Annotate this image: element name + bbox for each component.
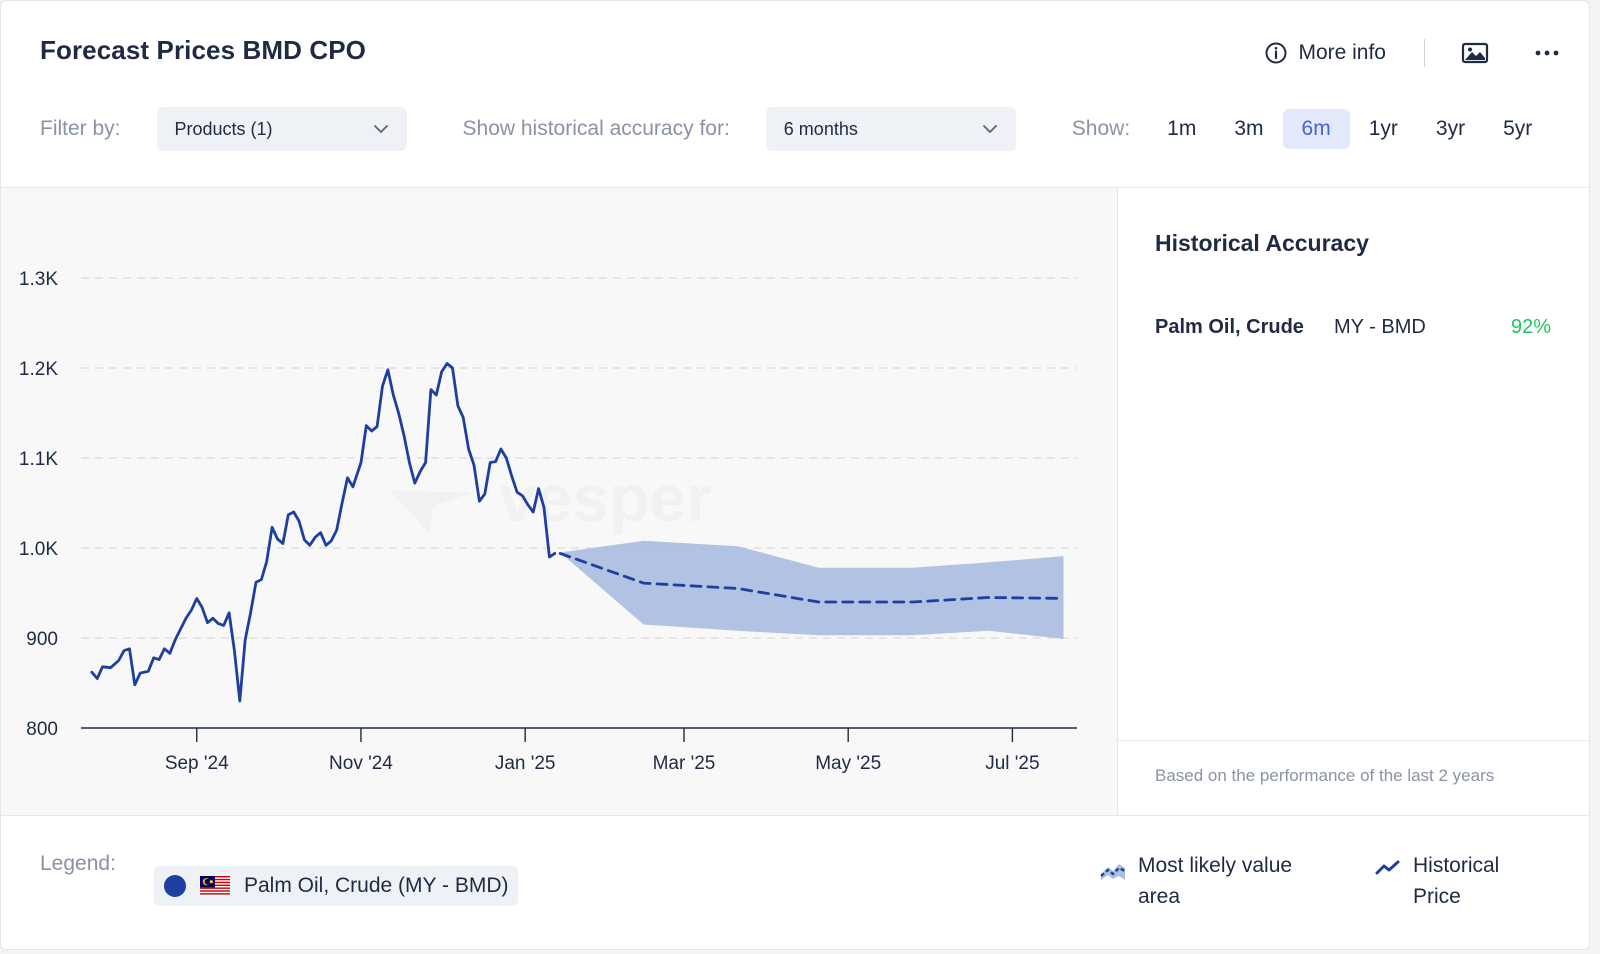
products-dropdown[interactable]: Products (1) (156, 107, 407, 151)
y-tick-label: 900 (26, 629, 58, 650)
area-chart-icon (1100, 864, 1126, 880)
panel-title: Historical Accuracy (1155, 230, 1369, 256)
legend-series-label: Palm Oil, Crude (MY - BMD) (244, 874, 509, 897)
y-tick-label: 800 (26, 719, 58, 740)
range-button-5yr[interactable]: 5yr (1503, 117, 1533, 140)
legend-label: Legend: (40, 852, 116, 875)
accuracy-row: Palm Oil, Crude MY - BMD 92% (1155, 316, 1551, 339)
page-title: Forecast Prices BMD CPO (40, 35, 366, 65)
y-tick-label: 1.0K (19, 539, 58, 560)
x-tick-label: Jul '25 (985, 753, 1039, 774)
chart-area: vesper 800 900 1.0K 1.1K 1.2K 1.3K Sep '24 Nov … (1, 188, 1117, 815)
products-dropdown-value: Products (1) (174, 118, 273, 139)
y-tick-label: 1.1K (19, 449, 58, 470)
header-divider (1424, 39, 1425, 67)
x-tick-label: May '25 (815, 753, 881, 774)
legend-series-chip[interactable]: Palm Oil, Crude (MY - BMD) (154, 866, 519, 906)
historical-accuracy-panel: Historical Accuracy Palm Oil, Crude MY -… (1117, 188, 1589, 815)
historical-period-value: 6 months (783, 118, 858, 139)
accuracy-product: Palm Oil, Crude (1155, 316, 1304, 338)
range-button-3yr[interactable]: 3yr (1435, 117, 1466, 140)
x-tick-label: Sep '24 (165, 753, 229, 774)
image-icon (1461, 42, 1489, 64)
y-tick-label: 1.2K (19, 359, 58, 380)
legend-footer: Legend: Palm Oil, Crude (MY - BMD) (1, 815, 1589, 949)
more-info-button[interactable]: More info (1264, 41, 1386, 65)
info-icon (1265, 42, 1287, 64)
show-label: Show: (1071, 117, 1131, 140)
chevron-down-icon (982, 125, 997, 133)
historical-period-dropdown[interactable]: 6 months (765, 107, 1016, 151)
more-options-button[interactable] (1535, 49, 1559, 57)
chevron-down-icon (373, 125, 388, 133)
watermark-logo (389, 490, 471, 533)
price-chart: vesper 800 900 1.0K 1.1K 1.2K 1.3K Sep '24 Nov … (19, 269, 1077, 774)
forecast-line (558, 551, 1065, 604)
watermark-text: vesper (499, 461, 712, 535)
series-color-dot (164, 875, 186, 897)
panel-note: Based on the performance of the last 2 y… (1155, 766, 1495, 785)
range-button-3m[interactable]: 3m (1234, 117, 1264, 140)
legend-key-historical-line1: Historical (1413, 854, 1500, 877)
x-tick-label: Nov '24 (329, 753, 393, 774)
header-actions: More info (1264, 35, 1559, 71)
card-header: Forecast Prices BMD CPO More info (1, 1, 1589, 188)
accuracy-market: MY - BMD (1333, 316, 1426, 338)
x-tick-label: Jan '25 (495, 753, 556, 774)
download-image-button[interactable] (1461, 41, 1489, 65)
legend-key-forecast-area: Most likely value area (1100, 850, 1292, 912)
range-button-6m[interactable]: 6m (1282, 109, 1350, 149)
legend-key-historical-text: Historical Price (1413, 850, 1499, 912)
malaysia-flag-icon (200, 876, 230, 896)
historical-price-line (90, 362, 557, 703)
forecast-band-area (560, 540, 1064, 639)
legend-key-historical-line2: Price (1413, 885, 1461, 908)
accuracy-value: 92% (1510, 316, 1551, 338)
x-tick-label: Mar '25 (653, 753, 716, 774)
line-chart-icon (1375, 860, 1400, 875)
range-selector: 1m 3m 6m 1yr 3yr 5yr (1148, 109, 1551, 149)
more-info-label: More info (1298, 41, 1386, 64)
filter-by-label: Filter by: (40, 117, 121, 140)
legend-key-forecast-line2: area (1138, 885, 1181, 908)
panel-divider (1118, 740, 1589, 741)
y-tick-label: 1.3K (19, 269, 58, 290)
legend-key-forecast-line1: Most likely value (1138, 854, 1293, 877)
range-button-1yr[interactable]: 1yr (1368, 117, 1398, 140)
historical-accuracy-label: Show historical accuracy for: (462, 117, 730, 140)
more-horizontal-icon (1535, 50, 1559, 56)
range-button-1m[interactable]: 1m (1167, 117, 1197, 140)
filter-row: Filter by: Products (1) Show historical … (40, 107, 1559, 151)
legend-key-forecast-text: Most likely value area (1138, 850, 1292, 912)
legend-key-historical: Historical Price (1375, 850, 1499, 912)
